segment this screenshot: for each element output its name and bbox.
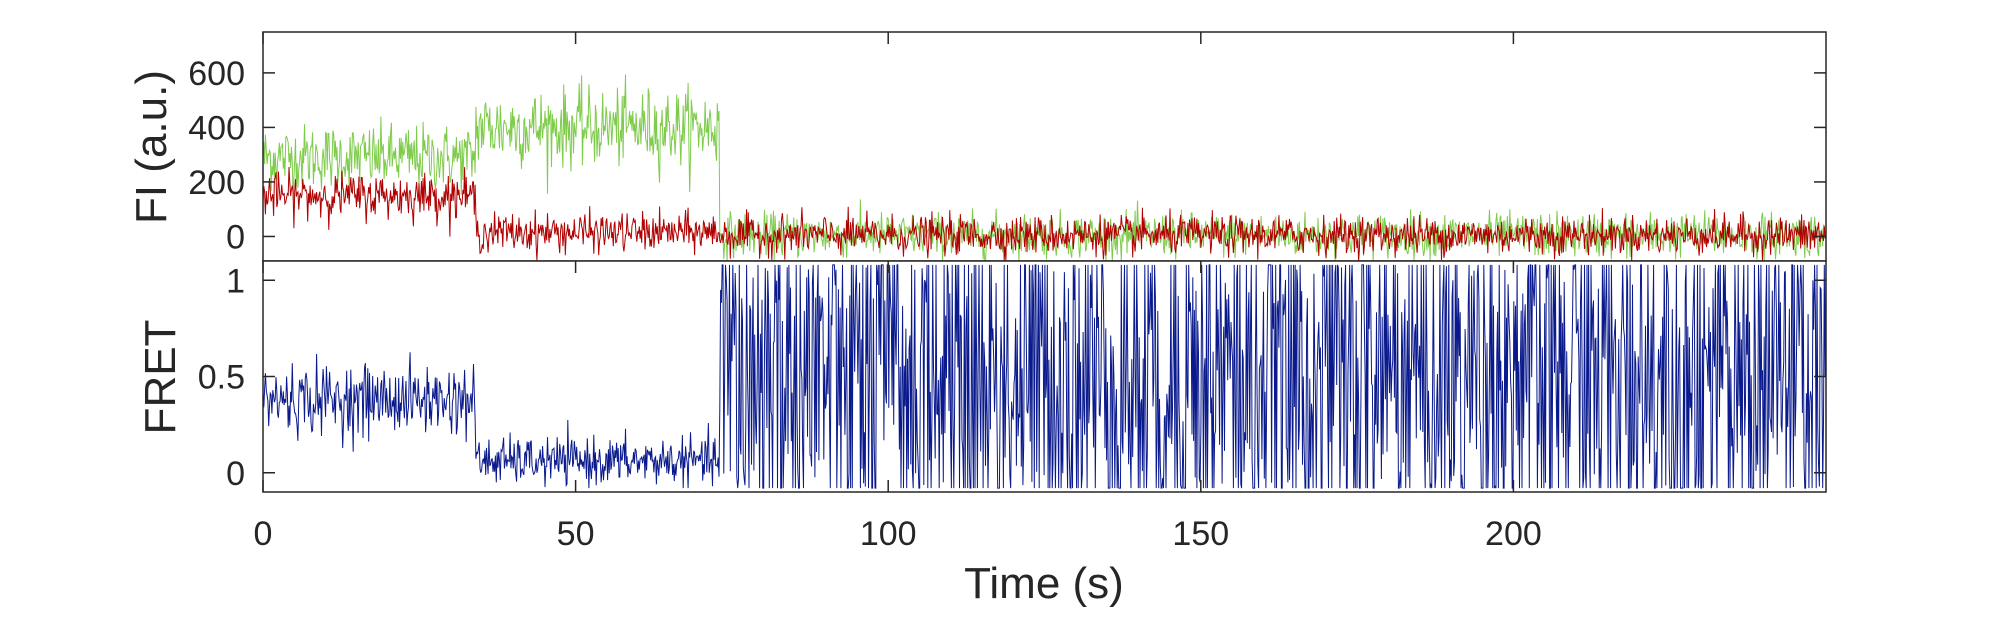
intensity-y-tick-label: 0 (226, 218, 245, 256)
time-x-tick-label: 100 (860, 515, 917, 553)
intensity-y-tick-label: 400 (188, 109, 245, 147)
fret-panel: 00.51 0 50 100 150 200 FRET Time (s) (136, 32, 1827, 608)
trace-line-fret-0 (262, 264, 1827, 489)
time-x-tick-label: 50 (557, 515, 595, 553)
intensity-panel: 0 200 400 600 FI (a.u.) (127, 31, 1827, 263)
fret-y-axis-label: FRET (136, 320, 185, 435)
intensity-traces (262, 74, 1827, 263)
intensity-y-ticks: 0 200 400 600 (188, 55, 1826, 256)
intensity-y-tick-label: 200 (188, 164, 245, 202)
fret-y-tick-label: 0.5 (198, 359, 245, 397)
intensity-y-axis-label: FI (a.u.) (127, 70, 176, 224)
time-x-ticks: 0 50 100 150 200 (254, 32, 1542, 553)
time-x-tick-label: 200 (1485, 515, 1542, 553)
fret-y-ticks: 00.51 (198, 262, 1826, 493)
trace-line-intensity-0 (262, 74, 1827, 263)
fret-y-tick-label: 0 (226, 455, 245, 493)
fret-y-tick-label: 1 (226, 262, 245, 300)
fret-traces (262, 264, 1827, 489)
time-x-axis-label: Time (s) (964, 559, 1124, 608)
time-x-tick-label: 150 (1172, 515, 1229, 553)
intensity-y-tick-label: 600 (188, 55, 245, 93)
trace-line-intensity-1 (262, 166, 1826, 262)
time-x-tick-label: 0 (254, 515, 273, 553)
